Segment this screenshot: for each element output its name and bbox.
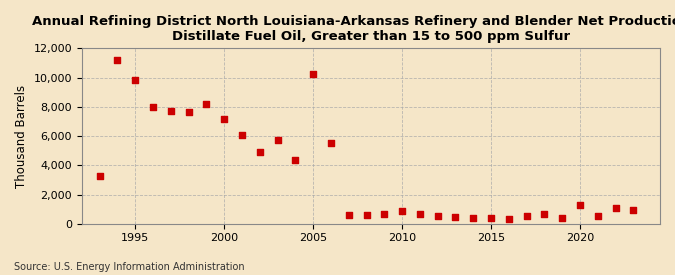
Point bbox=[112, 58, 123, 62]
Title: Annual Refining District North Louisiana-Arkansas Refinery and Blender Net Produ: Annual Refining District North Louisiana… bbox=[32, 15, 675, 43]
Point bbox=[290, 158, 301, 162]
Point bbox=[325, 141, 336, 145]
Point bbox=[272, 138, 283, 143]
Point bbox=[628, 208, 639, 212]
Text: Source: U.S. Energy Information Administration: Source: U.S. Energy Information Administ… bbox=[14, 262, 244, 272]
Point bbox=[130, 78, 140, 82]
Point bbox=[485, 216, 496, 220]
Point bbox=[254, 150, 265, 154]
Point bbox=[183, 110, 194, 114]
Point bbox=[379, 211, 389, 216]
Point bbox=[361, 213, 372, 217]
Y-axis label: Thousand Barrels: Thousand Barrels bbox=[15, 84, 28, 188]
Point bbox=[148, 105, 159, 109]
Point bbox=[95, 173, 105, 178]
Point bbox=[557, 216, 568, 220]
Point bbox=[165, 109, 176, 113]
Point bbox=[468, 216, 479, 220]
Point bbox=[574, 203, 585, 207]
Point bbox=[414, 212, 425, 216]
Point bbox=[539, 211, 549, 216]
Point bbox=[610, 206, 621, 211]
Point bbox=[593, 214, 603, 219]
Point bbox=[432, 214, 443, 219]
Point bbox=[344, 213, 354, 217]
Point bbox=[237, 133, 248, 138]
Point bbox=[308, 72, 319, 76]
Point bbox=[450, 215, 461, 219]
Point bbox=[397, 208, 408, 213]
Point bbox=[201, 102, 212, 106]
Point bbox=[504, 216, 514, 221]
Point bbox=[521, 214, 532, 219]
Point bbox=[219, 116, 230, 121]
